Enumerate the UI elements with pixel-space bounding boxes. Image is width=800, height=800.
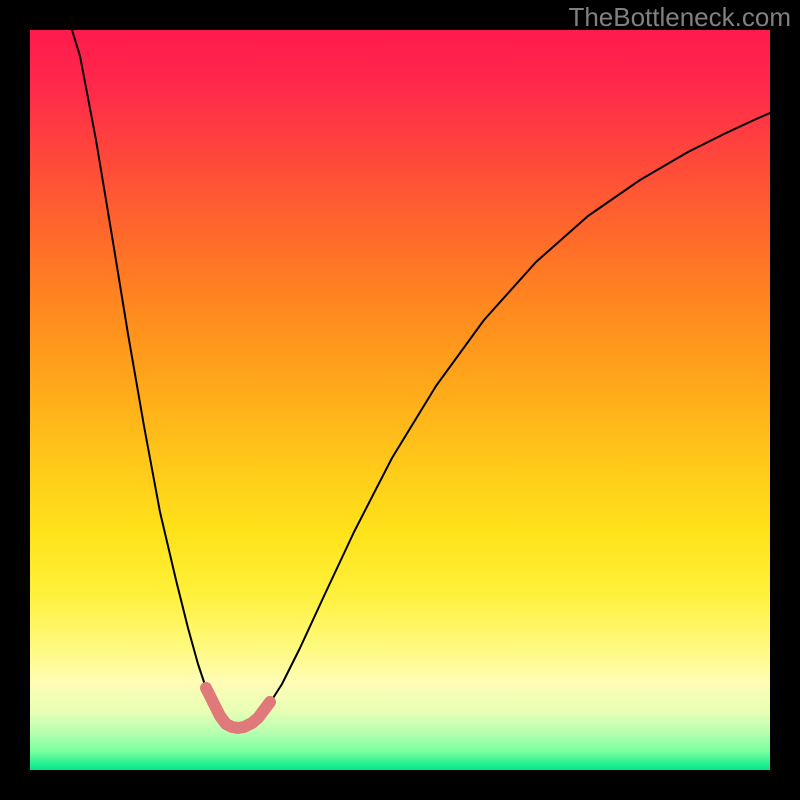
chart-plot [30, 30, 770, 770]
watermark-text: TheBottleneck.com [568, 2, 791, 33]
image-root: TheBottleneck.com [0, 0, 800, 800]
chart-background [30, 30, 770, 770]
